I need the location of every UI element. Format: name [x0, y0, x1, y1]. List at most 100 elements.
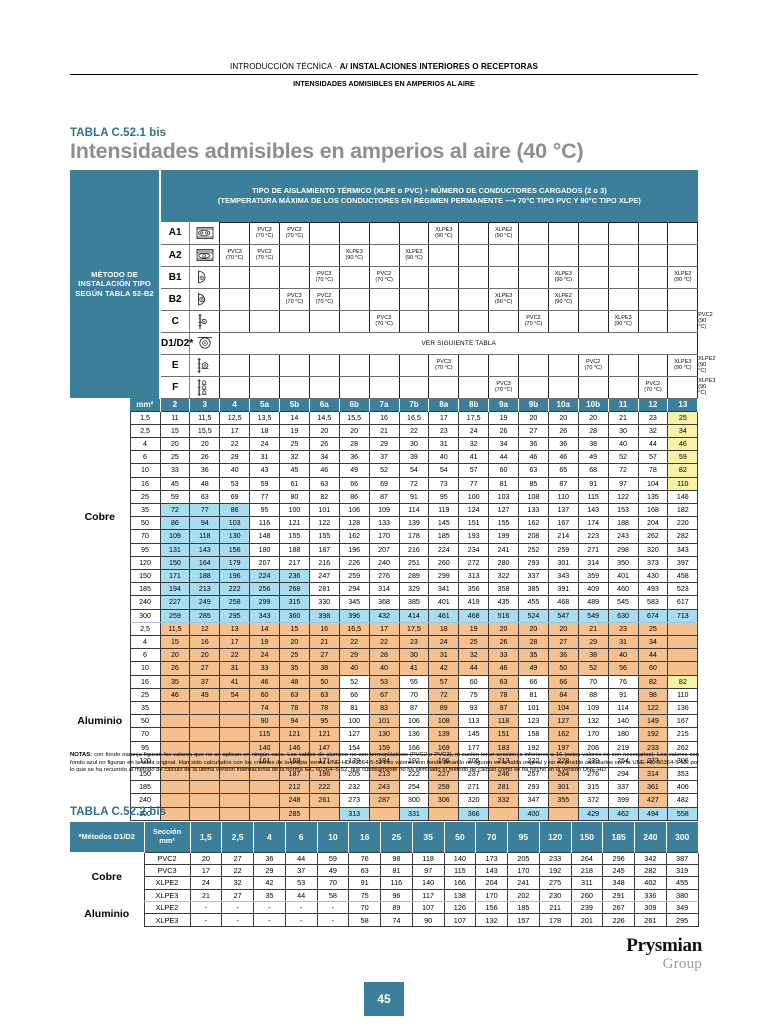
- method-cell: [249, 353, 280, 377]
- current-value: 391: [547, 582, 579, 597]
- current-value: 313: [458, 568, 490, 584]
- method-cell: [219, 287, 251, 311]
- current-value: 161: [249, 753, 280, 768]
- current-value: 188: [279, 542, 310, 557]
- installation-method-row: D1/D2* VER SIGUIENTE TABLA: [70, 331, 699, 355]
- section-value: 16: [129, 476, 161, 491]
- current-value: 20: [518, 621, 549, 636]
- method-cell: [518, 375, 549, 399]
- method-cell-line: (70 °C): [285, 299, 304, 305]
- insulation-type: XLPE2: [143, 876, 191, 890]
- table2-value: 81: [380, 863, 413, 878]
- table2-value: 29: [253, 863, 286, 878]
- current-value: 545: [607, 595, 639, 610]
- table2-value: 143: [475, 863, 508, 878]
- table2-column-header-2-5: 2,5: [221, 822, 254, 852]
- current-value: 32: [458, 436, 490, 452]
- current-value: 137: [547, 502, 579, 518]
- current-value: 276: [577, 766, 609, 782]
- current-value: 320: [458, 793, 490, 808]
- current-value: 139: [428, 727, 460, 742]
- column-header-3: 3: [189, 398, 221, 411]
- method-cell-line: PVC3: [436, 358, 451, 365]
- method-cell: XLPE3 (90 °C): [428, 221, 460, 245]
- current-value: 149: [637, 714, 669, 729]
- current-value: 133: [368, 516, 400, 531]
- data-row: 25 59 63 69 77 80 82 86 87 91 95 100 103 108 110 115 122…: [70, 489, 699, 504]
- current-value: 61: [279, 476, 310, 491]
- method-cell: [547, 375, 579, 399]
- current-value: 40: [428, 450, 460, 465]
- current-value: 130: [219, 529, 251, 544]
- header-method-column: MÉTODO DE INSTALACIÓN TIPO SEGÚN TABLA 52-…: [70, 170, 161, 398]
- column-header-7a: 7a: [369, 398, 400, 411]
- current-value: 81: [518, 687, 549, 702]
- current-value: 26: [547, 423, 579, 438]
- method-cell: [428, 375, 460, 399]
- table2-value: 380: [665, 888, 699, 903]
- current-value: 17: [219, 423, 251, 438]
- current-value: 320: [637, 542, 669, 557]
- table2-value: -: [253, 901, 286, 915]
- method-cell: XLPE3 (90 °C): [607, 309, 639, 333]
- current-value: 145: [428, 516, 460, 531]
- current-value: 460: [607, 582, 639, 597]
- current-value: 63: [308, 476, 340, 491]
- method-label-F: F: [160, 376, 190, 399]
- current-value: 262: [667, 740, 699, 755]
- data-row: 95 131 143 156 180 188 187 196 207 216 224 234 241 25…: [70, 542, 699, 557]
- method-cell: [458, 265, 490, 289]
- section-value: 2,5: [129, 621, 161, 636]
- method-cell: [279, 243, 310, 267]
- current-value: 12,5: [219, 410, 251, 425]
- header-insulation-line2: (TEMPERATURA MÁXIMA DE LOS CONDUCTORES E…: [217, 195, 641, 205]
- current-value: 206: [577, 740, 609, 755]
- table2-value: 319: [665, 863, 699, 878]
- method-cell-line: (70 °C): [315, 277, 334, 283]
- current-value: 293: [518, 780, 549, 795]
- section-value: 6: [129, 450, 161, 465]
- current-value: 97: [607, 476, 639, 491]
- method-cell: PVC3 (70 °C): [249, 221, 280, 245]
- current-value: 109: [159, 529, 191, 544]
- table2-value: 76: [348, 851, 381, 865]
- method-cell: [637, 221, 669, 245]
- current-value: 212: [279, 780, 310, 795]
- spaced-cables-tray-icon: [197, 378, 207, 396]
- header-insulation-column: TIPO DE AISLAMIENTO TÉRMICO (XLPE o PVC)…: [160, 170, 698, 222]
- current-value: 109: [368, 502, 400, 518]
- method-cell-line: (90 °C): [674, 365, 692, 371]
- current-value: 261: [308, 793, 340, 808]
- method-cell: [368, 221, 400, 245]
- current-value: 37: [189, 674, 221, 689]
- table2-column-header-150: 150: [571, 822, 604, 852]
- current-value: 196: [338, 542, 370, 557]
- section-value: 1,5: [129, 410, 161, 425]
- table2-value: 156: [475, 901, 508, 915]
- method-cell-line: (90 °C): [405, 255, 423, 261]
- current-value: 17,5: [458, 410, 490, 425]
- method-icon-cell: [189, 288, 220, 311]
- current-value: 40: [607, 436, 639, 452]
- data-row: 4 20 20 22 24 25 26 28 29 30 31 32 34 36 36 38 40 44 46: [70, 436, 699, 452]
- table2-data-row: Aluminio XLPE2- - - - -70 89 107 126 156 185 211 239…: [70, 901, 699, 927]
- current-value: 86: [219, 502, 251, 518]
- current-value: 78: [308, 700, 340, 716]
- current-value: 35: [159, 674, 191, 689]
- data-row: 240 227 249 258 299 315 330 345 368 385 401 419 435 4…: [70, 595, 699, 610]
- current-value: 314: [368, 582, 400, 597]
- current-value: 170: [368, 529, 400, 544]
- method-cell: XLPE2 (90 °C): [488, 221, 519, 245]
- current-value: 46: [159, 687, 191, 702]
- section-value: 6: [129, 648, 161, 663]
- current-value: [189, 727, 221, 742]
- table2-value: 115: [443, 863, 477, 878]
- method-cell: [637, 353, 669, 377]
- method-cell-line: (70 °C): [375, 277, 393, 283]
- current-value: 139: [398, 516, 430, 531]
- method-cell: [279, 375, 310, 399]
- table2-value: 32: [221, 876, 254, 890]
- table2-value: 132: [475, 913, 508, 927]
- current-value: 199: [488, 529, 519, 544]
- current-value: 154: [338, 740, 370, 755]
